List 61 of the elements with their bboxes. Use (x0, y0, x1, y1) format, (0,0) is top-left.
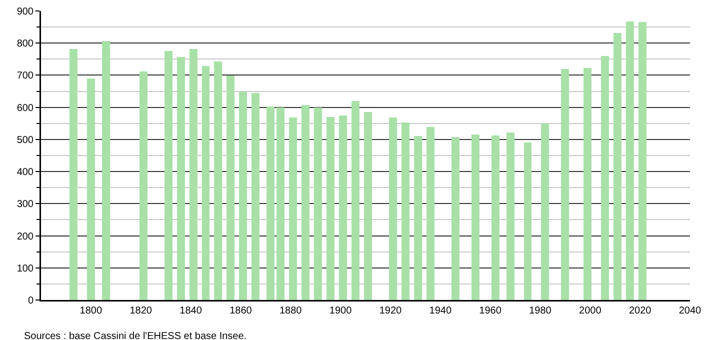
bar (139, 71, 148, 300)
bar (276, 107, 285, 300)
bar (202, 66, 210, 300)
bar (289, 117, 298, 300)
bar (302, 104, 310, 300)
bar (314, 108, 322, 300)
bar (252, 92, 260, 300)
x-tick-label: 2020 (628, 306, 652, 316)
bar (638, 22, 647, 300)
bar (189, 49, 198, 300)
y-tick-label: 700 (16, 70, 34, 82)
bar (164, 51, 172, 300)
bar (239, 92, 248, 300)
y-tick-label: 500 (16, 134, 34, 146)
x-tick-label: 1980 (529, 306, 552, 316)
bar (584, 68, 592, 300)
y-tick-label: 400 (16, 167, 34, 178)
bar (401, 122, 410, 300)
bar (388, 117, 397, 300)
bar (86, 78, 95, 300)
x-tick-label: 1880 (279, 306, 302, 316)
x-tick-label: 1820 (130, 306, 152, 316)
bar (339, 115, 348, 300)
bar (352, 101, 360, 300)
bar (326, 116, 335, 300)
bar (491, 135, 500, 300)
bar (524, 142, 532, 300)
y-tick-label: 800 (16, 38, 34, 50)
y-tick-label: 900 (16, 6, 34, 18)
y-tick-label: 100 (16, 263, 34, 274)
bar (601, 56, 610, 300)
x-tick-label: 1940 (429, 306, 452, 316)
bar (506, 132, 514, 300)
bar (561, 69, 570, 300)
y-tick-label: 0 (28, 296, 34, 306)
y-tick-label: 300 (16, 199, 34, 210)
y-tick-label: 200 (16, 231, 34, 242)
x-tick-label: 1960 (479, 306, 502, 316)
y-tick-label: 600 (16, 102, 34, 114)
x-tick-label: 1840 (180, 306, 202, 316)
bar (614, 32, 622, 300)
bar (69, 49, 78, 300)
bar (541, 123, 550, 300)
bar (471, 134, 480, 300)
bar (176, 57, 185, 300)
x-tick-label: 2040 (678, 306, 702, 316)
bar (226, 76, 235, 300)
source-note: Sources : base Cassini de l'EHESS et base Insee. (24, 331, 247, 340)
bar (451, 136, 460, 300)
x-tick-label: 2000 (579, 306, 602, 316)
bar (626, 21, 634, 300)
x-tick-label: 1800 (80, 306, 102, 316)
bar (266, 106, 275, 300)
bar (426, 127, 434, 300)
bar (214, 61, 222, 300)
bar (102, 41, 110, 300)
x-tick-label: 1920 (379, 306, 402, 316)
bar (414, 136, 422, 300)
x-tick-label: 1900 (329, 306, 352, 316)
bar (364, 112, 372, 300)
x-tick-label: 1860 (230, 306, 252, 316)
